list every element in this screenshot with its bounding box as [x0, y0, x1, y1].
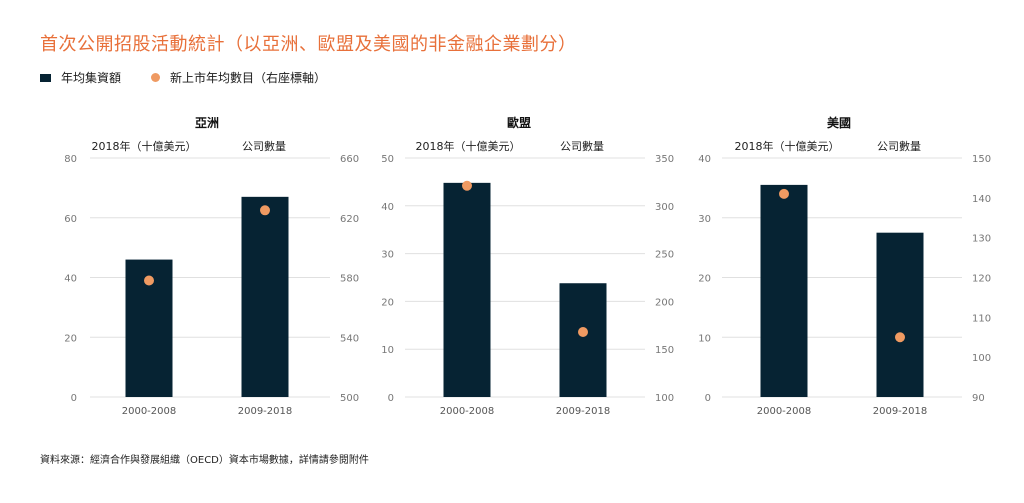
dot-marker [462, 180, 472, 191]
x-tick-label: 2009-2018 [873, 406, 928, 417]
right-axis-label: 公司數量 [877, 140, 921, 153]
y-tick-label: 20 [381, 297, 394, 308]
dot-marker [144, 275, 154, 286]
legend-bar-swatch [40, 73, 51, 82]
bar [559, 283, 607, 397]
x-tick-label: 2000-2008 [440, 406, 495, 417]
left-axis-label: 2018年（十億美元） [92, 139, 197, 153]
y2-tick-label: 620 [340, 214, 359, 225]
y2-tick-label: 150 [655, 345, 674, 356]
y-tick-label: 0 [71, 393, 77, 404]
y2-tick-label: 250 [655, 250, 674, 261]
y-tick-label: 10 [698, 333, 711, 344]
panel-title: 歐盟 [507, 115, 531, 130]
y-tick-label: 30 [381, 250, 394, 261]
y2-tick-label: 120 [972, 274, 991, 285]
y-tick-label: 50 [381, 154, 394, 165]
y-tick-label: 20 [698, 274, 711, 285]
y2-tick-label: 140 [972, 194, 991, 205]
y-tick-label: 40 [698, 154, 711, 165]
bar [760, 184, 808, 397]
dot-marker [260, 205, 270, 216]
panel-title: 亞洲 [195, 116, 219, 130]
dot-marker [779, 188, 789, 199]
x-tick-label: 2000-2008 [122, 406, 177, 417]
x-tick-label: 2009-2018 [238, 406, 293, 417]
y-tick-label: 10 [381, 345, 394, 356]
y2-tick-label: 130 [972, 234, 991, 245]
y2-tick-label: 90 [972, 393, 985, 404]
right-axis-label: 公司數量 [242, 140, 286, 153]
y-tick-label: 60 [64, 214, 77, 225]
bar [443, 182, 491, 397]
chart-title: 首次公開招股活動統計（以亞洲、歐盟及美國的非金融企業劃分） [40, 34, 577, 55]
y2-tick-label: 110 [972, 313, 991, 324]
y2-tick-label: 150 [972, 154, 991, 165]
x-tick-label: 2009-2018 [556, 406, 611, 417]
bar [876, 232, 924, 397]
source-note: 資料來源：經濟合作與發展組織（OECD）資本市場數據，詳情請參閱附件 [40, 455, 369, 466]
y2-tick-label: 580 [340, 274, 359, 285]
y-tick-label: 80 [64, 154, 77, 165]
dot-marker [578, 326, 588, 337]
legend-dot-label: 新上市年均數目（右座標軸） [170, 71, 327, 85]
y-tick-label: 0 [705, 393, 711, 404]
y2-tick-label: 540 [340, 333, 359, 344]
y-tick-label: 30 [698, 214, 711, 225]
legend-bar-label: 年均集資額 [61, 71, 122, 85]
x-tick-label: 2000-2008 [757, 406, 812, 417]
panel-title: 美國 [827, 115, 851, 130]
y2-tick-label: 500 [340, 393, 359, 404]
legend-dot-swatch [151, 73, 161, 82]
y2-tick-label: 300 [655, 202, 674, 213]
y2-tick-label: 350 [655, 154, 674, 165]
dot-marker [895, 332, 905, 343]
y-tick-label: 0 [388, 393, 394, 404]
y-tick-label: 40 [381, 202, 394, 213]
y2-tick-label: 100 [972, 353, 991, 364]
legend: 年均集資額 新上市年均數目（右座標軸） [40, 69, 326, 86]
left-axis-label: 2018年（十億美元） [416, 139, 521, 153]
bar [241, 196, 289, 397]
y2-tick-label: 100 [655, 393, 674, 404]
left-axis-label: 2018年（十億美元） [735, 139, 840, 153]
right-axis-label: 公司數量 [560, 140, 604, 153]
y-tick-label: 20 [64, 333, 77, 344]
y2-tick-label: 200 [655, 297, 674, 308]
y2-tick-label: 660 [340, 154, 359, 165]
y-tick-label: 40 [64, 274, 77, 285]
